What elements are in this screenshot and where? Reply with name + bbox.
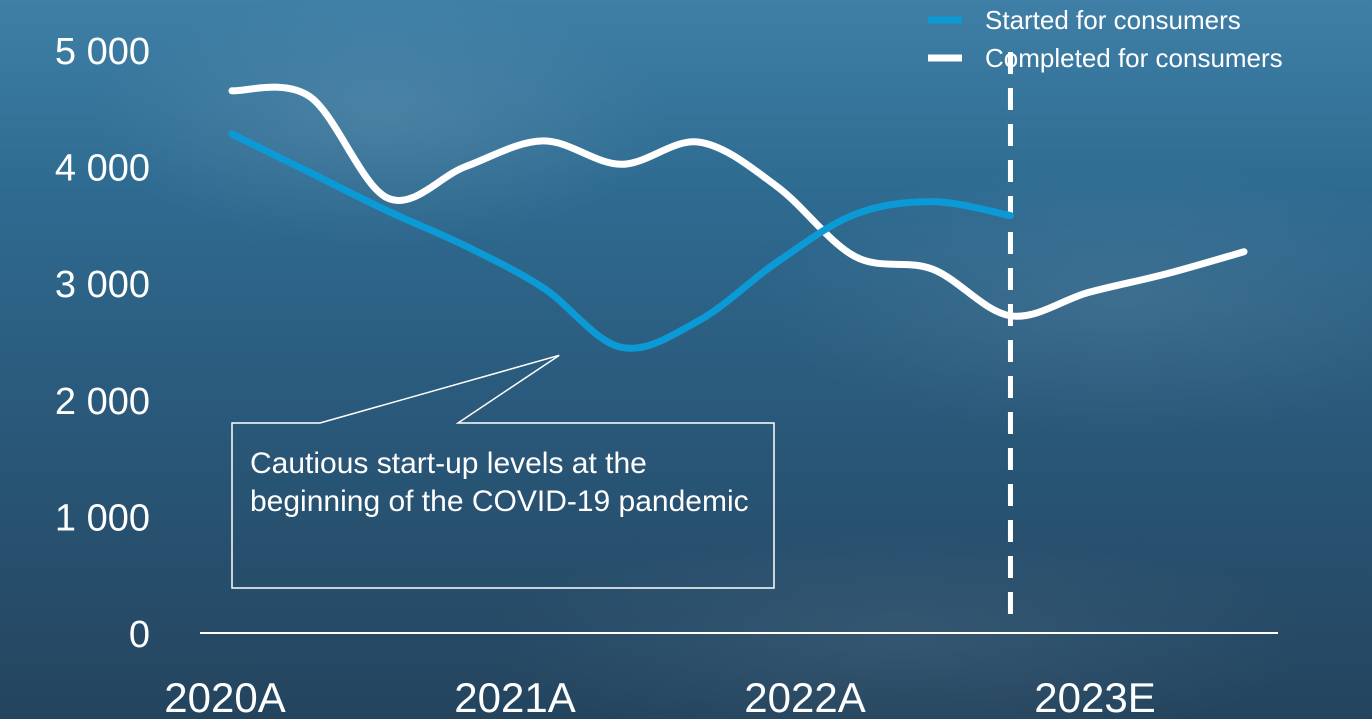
annotation-text: Cautious start-up levels at the beginnin…: [250, 447, 749, 518]
y-tick-label: 1 000: [55, 497, 150, 539]
y-axis-ticks: 0 1 000 2 000 3 000 4 000 5 000: [55, 31, 150, 656]
annotation-callout: Cautious start-up levels at the beginnin…: [232, 423, 774, 588]
x-tick-label: 2023E: [1034, 674, 1155, 719]
y-tick-label: 2 000: [55, 381, 150, 423]
legend-label: Started for consumers: [985, 5, 1241, 35]
y-tick-label: 0: [129, 614, 150, 656]
legend: Started for consumers Completed for consu…: [928, 5, 1283, 73]
series-line: [228, 83, 1248, 320]
legend-label: Completed for consumers: [985, 43, 1283, 73]
annotation-callout-shape: [231, 354, 775, 589]
callout-border: [231, 354, 775, 589]
series-line: [228, 130, 1014, 352]
y-tick-label: 5 000: [55, 31, 150, 73]
x-tick-label: 2022A: [744, 674, 865, 719]
x-tick-label: 2021A: [454, 674, 575, 719]
series-layer: [228, 83, 1248, 352]
x-axis-ticks: 2020A 2021A 2022A 2023E: [164, 674, 1155, 719]
y-tick-label: 3 000: [55, 264, 150, 306]
x-tick-label: 2020A: [164, 674, 285, 719]
y-tick-label: 4 000: [55, 148, 150, 190]
